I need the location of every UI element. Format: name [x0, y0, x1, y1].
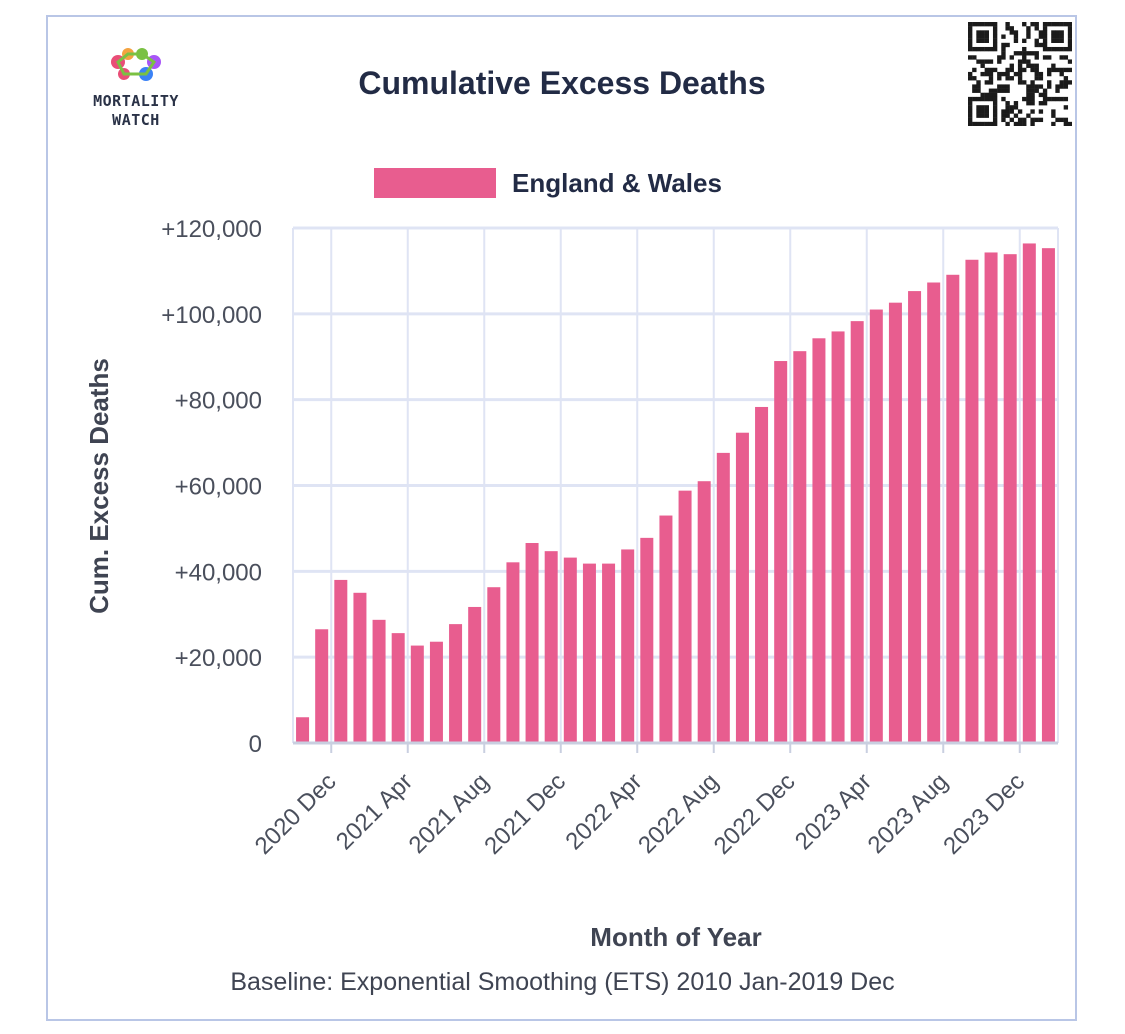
bar[interactable]: [468, 606, 482, 743]
bar[interactable]: [1041, 248, 1055, 743]
bar[interactable]: [678, 490, 692, 743]
chart-title: Cumulative Excess Deaths: [358, 65, 766, 101]
baseline-footnote: Baseline: Exponential Smoothing (ETS) 20…: [230, 968, 895, 996]
bar[interactable]: [353, 592, 367, 743]
legend-label: England & Wales: [512, 168, 722, 198]
legend-swatch: [374, 168, 496, 198]
bar[interactable]: [544, 551, 558, 743]
x-tick-label: 2023 Aug: [863, 768, 954, 859]
y-tick-label: +20,000: [175, 645, 262, 672]
bar[interactable]: [946, 274, 960, 743]
bar[interactable]: [793, 351, 807, 743]
bar[interactable]: [812, 338, 826, 743]
bar[interactable]: [602, 563, 616, 743]
bar[interactable]: [755, 406, 769, 743]
bar[interactable]: [487, 587, 501, 743]
bar[interactable]: [296, 717, 310, 743]
bar[interactable]: [410, 645, 424, 743]
bar[interactable]: [774, 361, 788, 743]
bar[interactable]: [850, 321, 864, 743]
logo-mark-icon: [111, 48, 161, 81]
y-tick-label: +100,000: [161, 302, 262, 329]
y-tick-label: +40,000: [175, 559, 262, 586]
bar[interactable]: [735, 432, 749, 743]
bar[interactable]: [984, 252, 998, 743]
bar[interactable]: [315, 629, 329, 743]
bar[interactable]: [372, 619, 386, 743]
bar[interactable]: [659, 515, 673, 743]
bar[interactable]: [506, 562, 520, 743]
bar[interactable]: [888, 302, 902, 743]
y-tick-label: +60,000: [175, 474, 262, 501]
x-axis-title: Month of Year: [590, 922, 761, 952]
y-tick-label: +80,000: [175, 388, 262, 415]
x-tick-label: 2022 Aug: [633, 768, 724, 859]
bar[interactable]: [1022, 243, 1036, 743]
bar[interactable]: [621, 549, 635, 743]
bar[interactable]: [1003, 254, 1017, 743]
bar[interactable]: [391, 633, 405, 743]
bar[interactable]: [697, 481, 711, 743]
bar[interactable]: [869, 309, 883, 743]
bar[interactable]: [563, 557, 577, 743]
bar[interactable]: [449, 624, 463, 743]
y-tick-label: 0: [249, 731, 262, 758]
y-axis-title: Cum. Excess Deaths: [84, 358, 114, 614]
bar[interactable]: [831, 331, 845, 743]
bar[interactable]: [525, 543, 539, 743]
x-tick-label: 2021 Aug: [404, 768, 495, 859]
bar[interactable]: [908, 291, 922, 743]
bar[interactable]: [640, 537, 654, 743]
y-tick-label: +120,000: [161, 216, 262, 243]
bar[interactable]: [965, 259, 979, 743]
x-tick-label: 2021 Dec: [479, 768, 571, 860]
x-tick-label: 2023 Dec: [938, 768, 1030, 860]
mortality-watch-logo: MORTALITY WATCH: [76, 44, 196, 134]
bar[interactable]: [429, 641, 443, 743]
bar[interactable]: [716, 452, 730, 743]
bar[interactable]: [334, 579, 348, 743]
x-tick-label: 2022 Dec: [709, 768, 801, 860]
bar[interactable]: [927, 282, 941, 743]
logo-name-line1: MORTALITY: [93, 92, 179, 110]
qr-code-icon: [968, 22, 1072, 126]
bar[interactable]: [582, 563, 596, 743]
logo-name-line2: WATCH: [112, 111, 160, 129]
x-tick-label: 2020 Dec: [250, 768, 342, 860]
